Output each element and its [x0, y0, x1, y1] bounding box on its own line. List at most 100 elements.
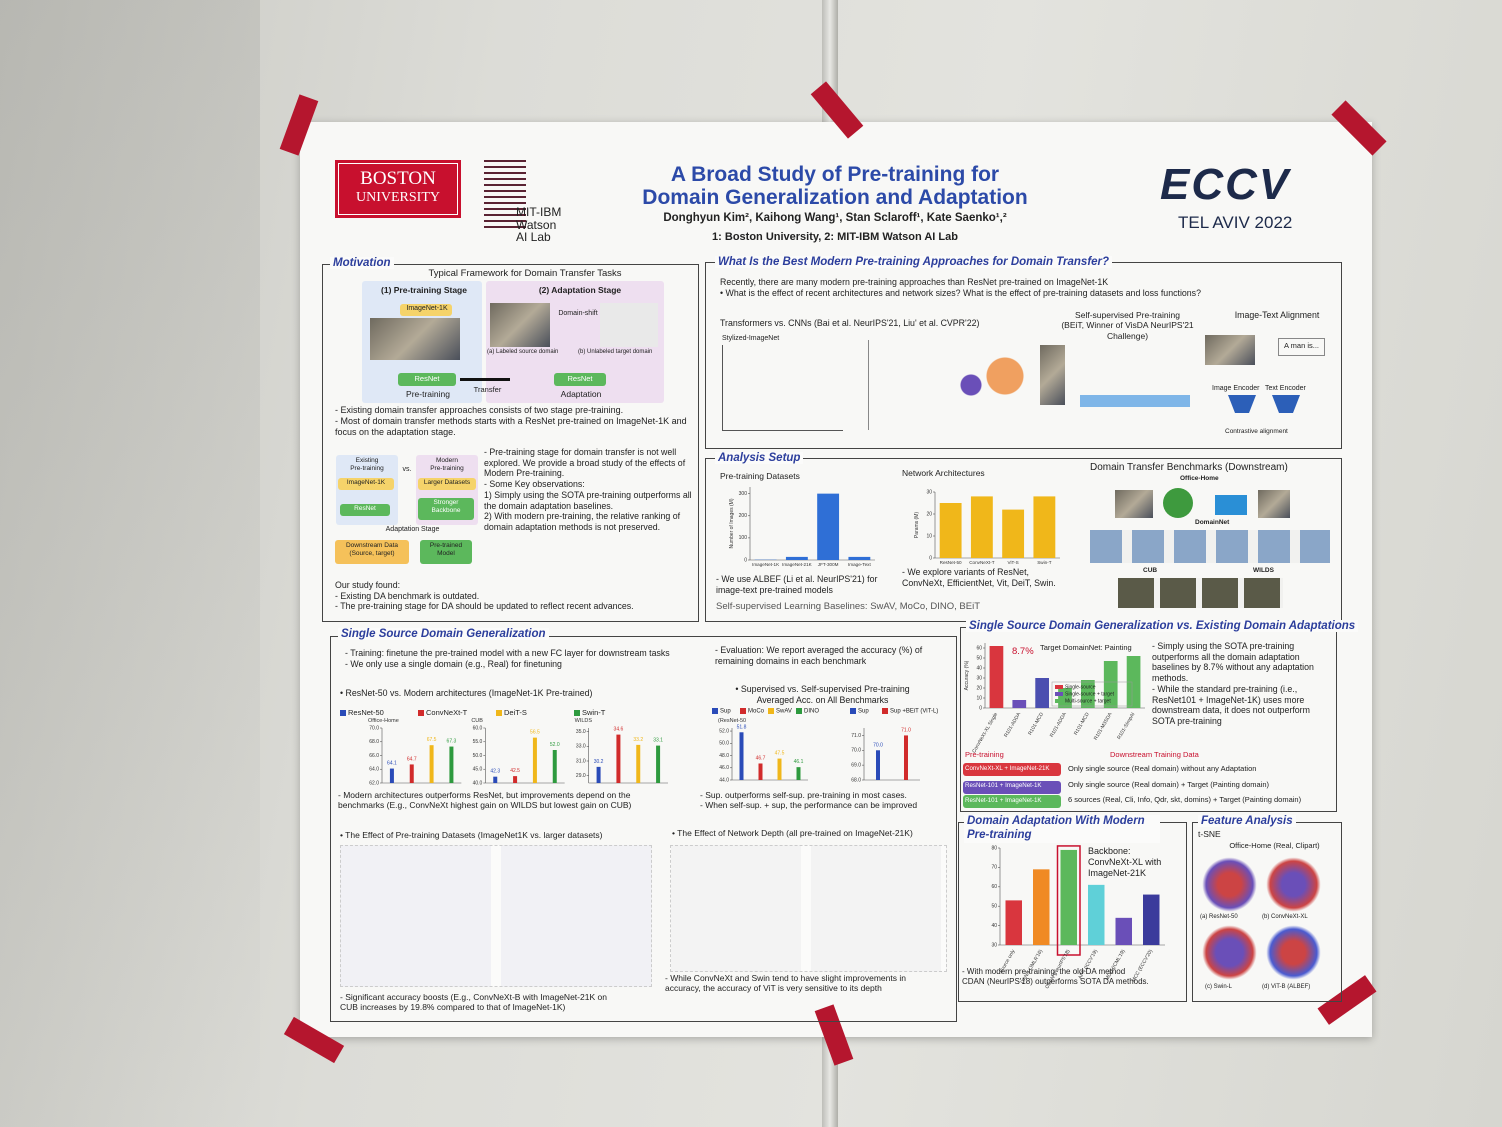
text-block: CUB — [1143, 567, 1173, 575]
text-block: (2) Adaptation Stage — [530, 285, 630, 295]
y-tick-label: 50.0 — [719, 741, 729, 747]
text-line: - While ConvNeXt and Swin tend to have s… — [665, 973, 906, 983]
text-line: Recently, there are many modern pre-trai… — [720, 277, 1109, 287]
surf-image — [1205, 335, 1255, 365]
panel-title: WILDS — [575, 718, 593, 724]
mit-logo-text: AI Lab — [516, 230, 551, 245]
data-label: 67.5 — [427, 737, 437, 743]
text-block: Pre-training — [965, 750, 1035, 759]
x-tick-label: ViT-S — [1008, 560, 1019, 565]
text-line: - Evaluation: We report averaged the acc… — [715, 645, 923, 655]
data-label: 34.6 — [614, 727, 624, 733]
text-line: WILDS — [1253, 567, 1274, 574]
text-block: - Sup. outperforms self-sup. pre-trainin… — [700, 790, 955, 811]
legend-frame — [1051, 681, 1133, 707]
bench-image — [1163, 488, 1193, 518]
text-line: (d) ViT-B (ALBEF) — [1262, 984, 1311, 990]
legend-swatch — [1055, 685, 1063, 689]
text-line: - Significant accuracy boosts (E.g., Con… — [340, 992, 607, 1002]
section-title: Analysis Setup — [715, 452, 804, 464]
y-tick-label: 70.0 — [851, 748, 861, 754]
x-tick-label: Source only — [998, 948, 1017, 974]
text-line: Downstream Training Data — [1110, 750, 1199, 759]
x-tick-label: R101-MCD — [1027, 711, 1045, 736]
bar — [1033, 869, 1050, 945]
y-tick-label: 30 — [991, 942, 997, 948]
y-tick-label: 62.0 — [369, 780, 379, 786]
text-line: Only single source (Real domain) + Targe… — [1068, 780, 1270, 789]
y-tick-label: 50 — [976, 655, 982, 661]
bench-image — [1258, 490, 1290, 518]
bu-logo-text: UNIVERSITY — [356, 190, 440, 205]
legend-swatch — [850, 708, 856, 714]
section-title: Single Source Domain Generalization vs. … — [966, 620, 1359, 632]
text-block: • ResNet-50 vs. Modern architectures (Im… — [340, 688, 685, 699]
text-block: ResNet-101 + ImageNet-1K — [965, 782, 1061, 790]
text-line: Office-Home — [1180, 475, 1219, 482]
y-tick-label: 50.0 — [473, 753, 483, 759]
legend-swatch — [712, 708, 718, 714]
x-tick-label: R101-MCD — [1073, 711, 1091, 736]
bar — [636, 744, 641, 783]
legend-label: Single-source — [1065, 684, 1096, 690]
text-line: Target DomainNet: Painting — [1040, 643, 1132, 652]
data-label: 71.0 — [901, 727, 911, 733]
legend-swatch — [1055, 699, 1063, 703]
text-block: • Supervised vs. Self-supervised Pre-tra… — [695, 684, 950, 705]
mit-logo-lines — [484, 160, 526, 230]
text-line: Modern — [435, 457, 459, 464]
text-block: Stronger Backbone — [418, 499, 474, 515]
bar — [1012, 700, 1027, 708]
text-block: Domain-shift — [552, 310, 604, 319]
text-block: Text Encoder — [1265, 385, 1321, 394]
text-line: - When self-sup. + sup, the performance … — [700, 800, 918, 811]
y-tick-label: 10 — [926, 533, 932, 539]
data-label: 64.1 — [387, 761, 397, 767]
bar — [1081, 680, 1095, 708]
data-label: 70.0 — [873, 742, 883, 748]
text-line: Pre-training — [350, 464, 384, 472]
text-block: Image Encoder — [1212, 385, 1268, 394]
beit-images — [1040, 345, 1065, 405]
text-line: accuracy, the accuracy of ViT is very se… — [665, 983, 882, 994]
text-block: • The Effect of Network Depth (all pre-t… — [672, 828, 952, 838]
y-tick-label: 55.0 — [473, 739, 483, 745]
affiliations: 1: Boston University, 2: MIT-IBM Watson … — [712, 231, 958, 243]
eccv-logo-sub: TEL AVIV 2022 — [1178, 213, 1293, 232]
legend-swatch — [418, 710, 424, 716]
text-block: Pre-trained Model — [420, 542, 472, 558]
text-block: ResNet — [554, 374, 606, 383]
text-block: Typical Framework for Domain Transfer Ta… — [405, 268, 645, 280]
text-line: Domain Transfer Benchmarks (Downstream) — [1090, 462, 1288, 473]
legend-label: DeiT-S — [504, 708, 527, 717]
text-block: ImageNet-1K — [400, 305, 454, 314]
x-tick-label: Swin-T — [1037, 560, 1051, 565]
x-tick-label: ImageNet-1K — [752, 562, 780, 567]
mini-figure — [868, 340, 1039, 430]
panel-title: CUB — [471, 718, 483, 724]
text-block: (c) Swin-L — [1205, 984, 1265, 991]
legend-swatch — [1055, 692, 1063, 696]
bar — [758, 763, 763, 780]
text-block: 6 sources (Real, Cli, Info, Qdr, skt, do… — [1068, 795, 1333, 804]
data-label: 47.5 — [775, 751, 785, 757]
bar — [970, 496, 993, 558]
y-tick-label: 60 — [976, 645, 982, 651]
text-block: - Training: finetune the pre-trained mod… — [345, 648, 710, 669]
text-block: Only single source (Real domain) + Targe… — [1068, 780, 1333, 789]
text-line: Stronger — [433, 499, 459, 506]
text-block: Our study found: - Existing DA benchmark … — [335, 580, 690, 612]
y-tick-label: 80 — [991, 845, 997, 851]
text-block: Office-Home — [1180, 475, 1240, 483]
text-line: 1) Simply using the SOTA pre-training ou… — [484, 489, 692, 511]
text-block: Pre-training — [398, 389, 458, 399]
text-line: Pre-training — [430, 464, 464, 472]
text-line: ImageNet-21K — [1088, 867, 1147, 878]
chip — [335, 540, 409, 564]
y-tick-label: 35.0 — [576, 729, 586, 735]
text-line: (1) Pre-training Stage — [381, 285, 467, 295]
encoder — [1228, 395, 1256, 413]
text-block: Existing Pre-training — [338, 457, 396, 473]
target-images — [600, 303, 658, 347]
y-tick-label: 69.0 — [851, 762, 861, 768]
